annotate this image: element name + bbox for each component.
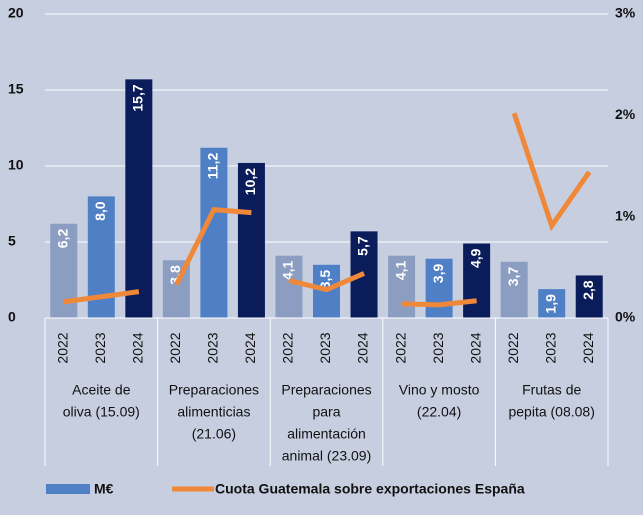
group-label: (22.04)	[417, 404, 461, 420]
x-tick-label: 2023	[92, 332, 108, 363]
y2-tick-label: 0%	[615, 309, 636, 325]
y-tick-label: 15	[8, 81, 24, 97]
x-tick-label: 2022	[54, 332, 70, 363]
bar	[463, 243, 491, 318]
value-label: 3,5	[317, 270, 333, 290]
bar	[575, 275, 603, 318]
group-label: Aceite de	[72, 382, 131, 398]
value-label: 3,7	[505, 267, 521, 287]
bar	[388, 255, 416, 318]
value-label: 4,1	[392, 260, 408, 280]
bar	[275, 255, 303, 318]
y2-tick-label: 3%	[615, 5, 636, 21]
x-tick-label: 2024	[130, 332, 146, 363]
y-tick-label: 0	[8, 309, 16, 325]
legend-label: Cuota Guatemala sobre exportaciones Espa…	[215, 481, 525, 497]
group-label: (21.06)	[192, 426, 236, 442]
value-label: 4,9	[467, 248, 483, 268]
line	[174, 206, 252, 286]
group-label: pepita (08.08)	[508, 404, 594, 420]
x-tick-label: 2023	[542, 332, 558, 363]
legend-swatch	[46, 484, 90, 494]
value-label: 1,9	[542, 294, 558, 314]
x-tick-label: 2024	[580, 332, 596, 363]
x-tick-label: 2024	[242, 332, 258, 363]
value-label: 2,8	[580, 280, 596, 300]
x-tick-label: 2023	[205, 332, 221, 363]
legend-label: M€	[94, 481, 114, 497]
value-label: 11,2	[205, 153, 221, 180]
group-label: alimentación	[287, 426, 366, 442]
x-tick-label: 2023	[317, 332, 333, 363]
group-label: para	[312, 404, 340, 420]
x-tick-label: 2024	[467, 332, 483, 363]
group-label: animal (23.09)	[282, 448, 372, 464]
group-label: Vino y mosto	[399, 382, 480, 398]
y2-tick-label: 2%	[615, 106, 636, 122]
value-label: 8,0	[92, 201, 108, 221]
y-tick-label: 20	[8, 5, 24, 21]
group-label: Preparaciones	[281, 382, 371, 398]
line	[63, 289, 140, 305]
group-label: oliva (15.09)	[63, 404, 140, 420]
bar	[500, 261, 528, 318]
y2-tick-label: 1%	[615, 207, 636, 223]
bar	[125, 79, 153, 318]
value-label: 15,7	[130, 84, 146, 111]
value-label: 4,1	[280, 260, 296, 280]
y-tick-label: 5	[8, 233, 16, 249]
value-label: 10,2	[242, 168, 258, 195]
y-tick-label: 10	[8, 157, 24, 173]
group-label: alimenticias	[177, 404, 250, 420]
value-label: 6,2	[54, 229, 70, 249]
x-tick-label: 2022	[505, 332, 521, 363]
x-tick-label: 2022	[280, 332, 296, 363]
x-tick-label: 2022	[392, 332, 408, 363]
line	[288, 271, 366, 293]
bar	[237, 162, 265, 318]
value-label: 3,9	[430, 264, 446, 284]
group-label: Preparaciones	[169, 382, 259, 398]
line	[401, 298, 477, 308]
bar	[538, 289, 566, 318]
bar	[425, 258, 453, 318]
x-tick-label: 2022	[167, 332, 183, 363]
x-tick-label: 2024	[355, 332, 371, 363]
value-label: 5,7	[355, 236, 371, 256]
line	[511, 112, 592, 232]
x-tick-label: 2023	[430, 332, 446, 363]
group-label: Frutas de	[522, 382, 581, 398]
